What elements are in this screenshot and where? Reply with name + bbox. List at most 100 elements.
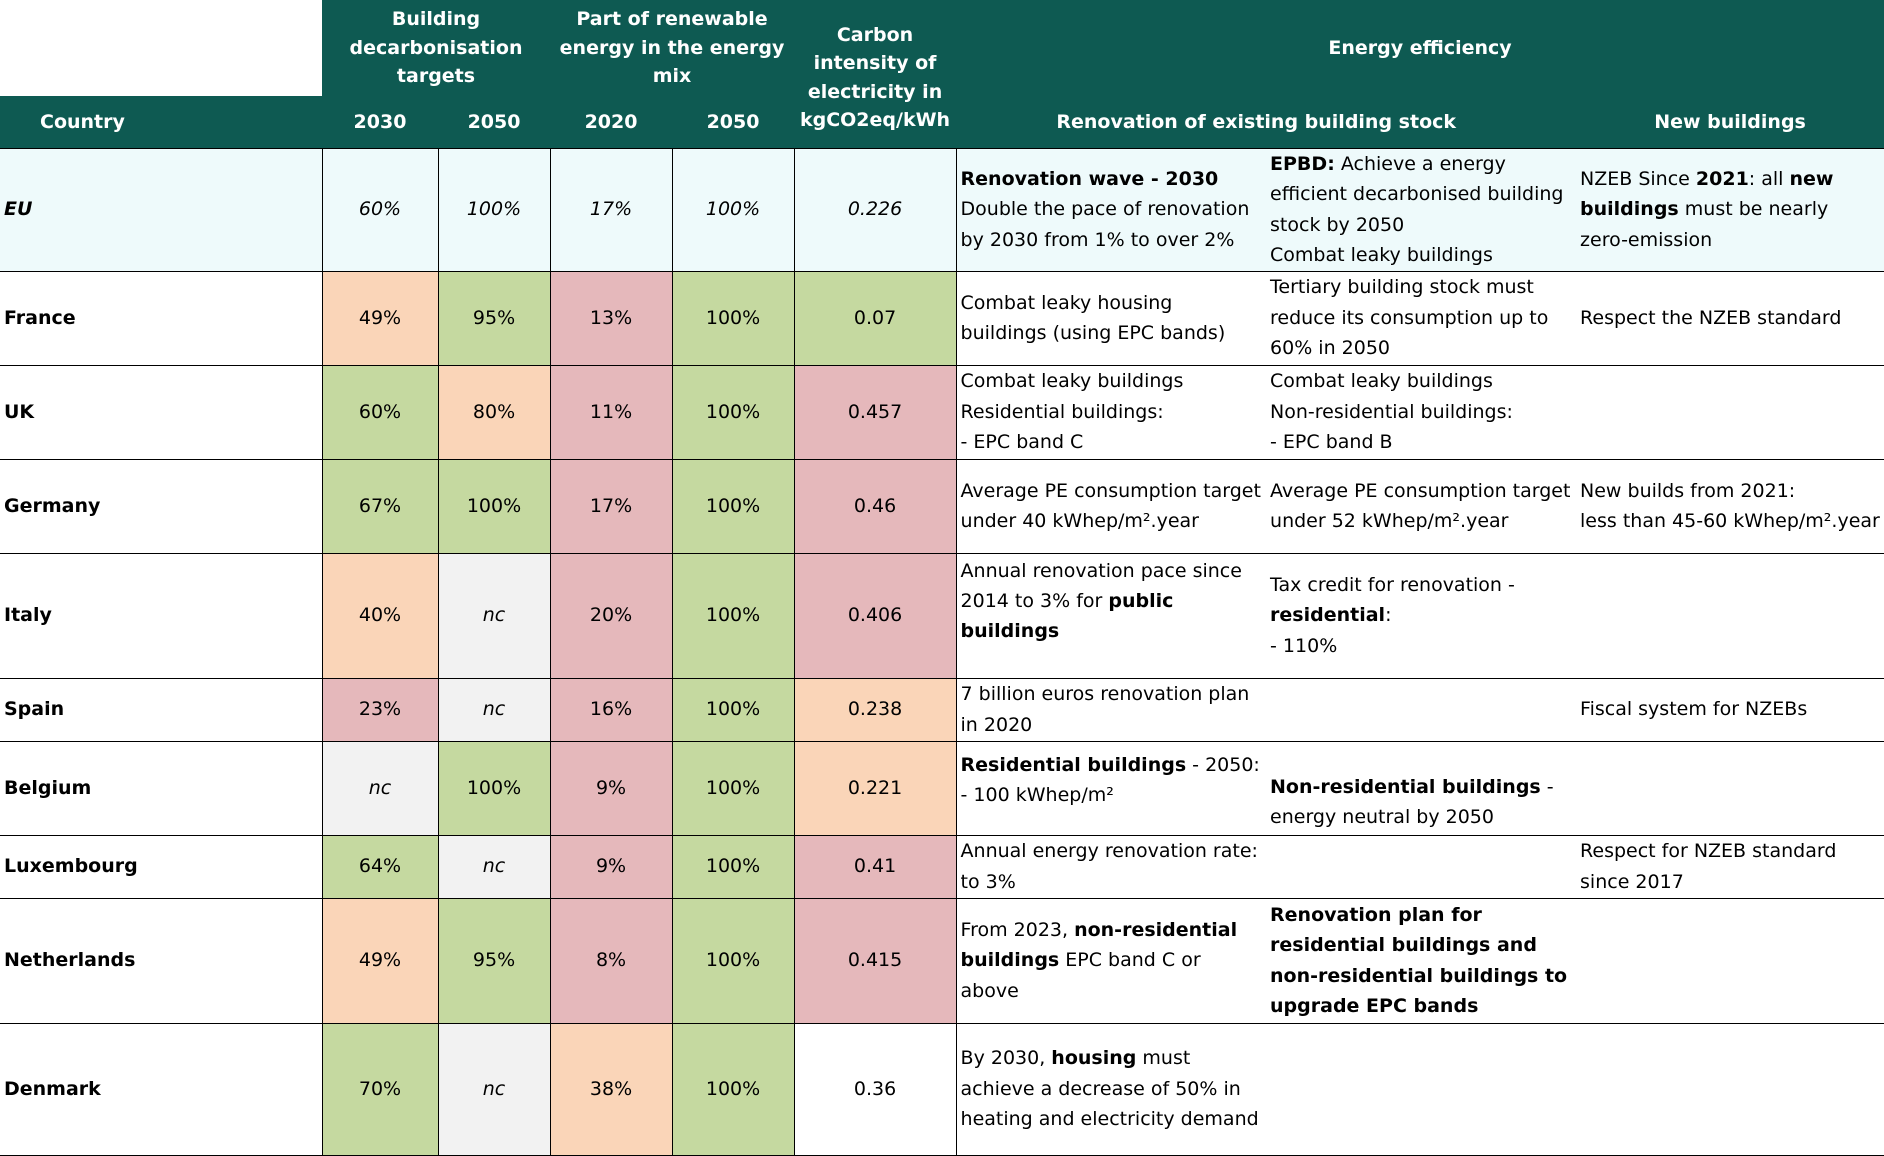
- country-cell: EU: [0, 147, 322, 272]
- renovation-cell-1: 7 billion euros renovation plan in 2020: [955, 677, 1267, 742]
- carbon-intensity-cell: 0.415: [793, 897, 957, 1024]
- renovation-cell-1: Combat leaky buildings Residential buildi…: [955, 364, 1267, 460]
- target-2030-cell: 64%: [321, 834, 439, 899]
- carbon-intensity-cell: 0.238: [793, 677, 957, 742]
- renovation-cell-1: By 2030, housing must achieve a decrease…: [955, 1022, 1267, 1156]
- renewable-2050-cell: 100%: [671, 740, 795, 836]
- renewable-2020-cell: 16%: [549, 677, 673, 742]
- country-cell: France: [0, 270, 322, 366]
- renovation-cell-2: Tax credit for renovation - residential: -…: [1266, 552, 1577, 679]
- country-cell: Spain: [0, 677, 322, 742]
- target-2050-cell: 100%: [437, 458, 551, 554]
- header-target-2050: 2050: [438, 96, 551, 148]
- target-2030-cell: 49%: [321, 897, 439, 1024]
- renovation-cell-1: Annual energy renovation rate: to 3%: [955, 834, 1267, 899]
- table-row-italy: Italy 40% nc 20% 100% 0.406 Annual renov…: [0, 552, 1884, 679]
- carbon-intensity-cell: 0.36: [793, 1022, 957, 1156]
- table-row-luxembourg: Luxembourg 64% nc 9% 100% 0.41 Annual en…: [0, 834, 1884, 899]
- renovation-cell-2: [1266, 1022, 1577, 1156]
- target-2050-cell: nc: [437, 834, 551, 899]
- renovation-cell-2: Average PE consumption target under 52 k…: [1266, 458, 1577, 554]
- renewable-2050-cell: 100%: [671, 677, 795, 742]
- renovation-cell-2: [1266, 677, 1577, 742]
- country-cell: Belgium: [0, 740, 322, 836]
- renewable-2020-cell: 8%: [549, 897, 673, 1024]
- header-carbon-intensity: Carbon intensity of electricity in kgCO2…: [794, 0, 957, 148]
- renewable-2020-cell: 11%: [549, 364, 673, 460]
- new-buildings-cell: [1576, 1022, 1884, 1156]
- header-renewable-part: Part of renewable energy in the energy m…: [550, 0, 795, 96]
- carbon-intensity-cell: 0.221: [793, 740, 957, 836]
- country-cell: Luxembourg: [0, 834, 322, 899]
- country-cell: Netherlands: [0, 897, 322, 1024]
- header-building-targets: Building decarbonisation targets: [322, 0, 551, 96]
- carbon-intensity-cell: 0.457: [793, 364, 957, 460]
- renovation-cell-2: EPBD: Achieve a energy efficient decarbo…: [1266, 147, 1577, 272]
- new-buildings-cell: [1576, 740, 1884, 836]
- table-row-france: France 49% 95% 13% 100% 0.07 Combat leak…: [0, 270, 1884, 366]
- renovation-cell-2: Renovation plan for residential building…: [1266, 897, 1577, 1024]
- renewable-2020-cell: 38%: [549, 1022, 673, 1156]
- header-country: Country: [0, 96, 322, 148]
- table-row-germany: Germany 67% 100% 17% 100% 0.46 Average P…: [0, 458, 1884, 554]
- new-buildings-cell: NZEB Since 2021: all new buildings must …: [1576, 147, 1884, 272]
- target-2050-cell: nc: [437, 552, 551, 679]
- target-2050-cell: 95%: [437, 897, 551, 1024]
- target-2050-cell: 95%: [437, 270, 551, 366]
- target-2030-cell: 40%: [321, 552, 439, 679]
- renewable-2050-cell: 100%: [671, 834, 795, 899]
- target-2050-cell: nc: [437, 1022, 551, 1156]
- renovation-cell-1: Residential buildings - 2050: - 100 kWhep…: [955, 740, 1267, 836]
- header-renovation: Renovation of existing building stock: [956, 96, 1577, 148]
- new-buildings-cell: Respect for NZEB standard since 2017: [1576, 834, 1884, 899]
- table-row-denmark: Denmark 70% nc 38% 100% 0.36 By 2030, ho…: [0, 1022, 1884, 1156]
- target-2030-cell: 49%: [321, 270, 439, 366]
- renewable-2050-cell: 100%: [671, 270, 795, 366]
- new-buildings-cell: Respect the NZEB standard: [1576, 270, 1884, 366]
- renewable-2020-cell: 17%: [549, 147, 673, 272]
- target-2050-cell: nc: [437, 677, 551, 742]
- renewable-2050-cell: 100%: [671, 1022, 795, 1156]
- renovation-cell-1: Average PE consumption target under 40 k…: [955, 458, 1267, 554]
- renovation-cell-2: Non-residential buildings - energy neutra…: [1266, 740, 1577, 836]
- renovation-cell-2: Tertiary building stock must reduce its …: [1266, 270, 1577, 366]
- carbon-intensity-cell: 0.41: [793, 834, 957, 899]
- target-2030-cell: 67%: [321, 458, 439, 554]
- carbon-intensity-cell: 0.07: [793, 270, 957, 366]
- new-buildings-cell: [1576, 897, 1884, 1024]
- header-target-2030: 2030: [322, 96, 438, 148]
- renovation-cell-1: Annual renovation pace since 2014 to 3% …: [955, 552, 1267, 679]
- new-buildings-cell: [1576, 364, 1884, 460]
- renovation-cell-2: [1266, 834, 1577, 899]
- header-new-buildings: New buildings: [1576, 96, 1884, 148]
- country-cell: Italy: [0, 552, 322, 679]
- header-blank-cell: [0, 0, 322, 96]
- carbon-intensity-cell: 0.46: [793, 458, 957, 554]
- new-buildings-cell: Fiscal system for NZEBs: [1576, 677, 1884, 742]
- renovation-cell-1: Combat leaky housing buildings (using EP…: [955, 270, 1267, 366]
- renovation-cell-2: Combat leaky buildings Non-residential bu…: [1266, 364, 1577, 460]
- new-buildings-cell: [1576, 552, 1884, 679]
- renovation-cell-1: From 2023, non-residential buildings EPC…: [955, 897, 1267, 1024]
- country-cell: Germany: [0, 458, 322, 554]
- table-row-spain: Spain 23% nc 16% 100% 0.238 7 billion eu…: [0, 677, 1884, 742]
- target-2030-cell: 23%: [321, 677, 439, 742]
- renewable-2020-cell: 20%: [549, 552, 673, 679]
- renewable-2020-cell: 13%: [549, 270, 673, 366]
- target-2030-cell: nc: [321, 740, 439, 836]
- renewable-2050-cell: 100%: [671, 147, 795, 272]
- renewable-2020-cell: 17%: [549, 458, 673, 554]
- renewable-2020-cell: 9%: [549, 740, 673, 836]
- table-row-belgium: Belgium nc 100% 9% 100% 0.221 Residentia…: [0, 740, 1884, 836]
- target-2030-cell: 70%: [321, 1022, 439, 1156]
- target-2030-cell: 60%: [321, 364, 439, 460]
- renewable-2050-cell: 100%: [671, 458, 795, 554]
- renewable-2050-cell: 100%: [671, 364, 795, 460]
- table-row-eu: EU 60% 100% 17% 100% 0.226 Renovation wa…: [0, 147, 1884, 272]
- carbon-intensity-cell: 0.406: [793, 552, 957, 679]
- new-buildings-cell: New builds from 2021: less than 45-60 kWh…: [1576, 458, 1884, 554]
- target-2050-cell: 100%: [437, 147, 551, 272]
- table-row-netherlands: Netherlands 49% 95% 8% 100% 0.415 From 2…: [0, 897, 1884, 1024]
- carbon-intensity-cell: 0.226: [793, 147, 957, 272]
